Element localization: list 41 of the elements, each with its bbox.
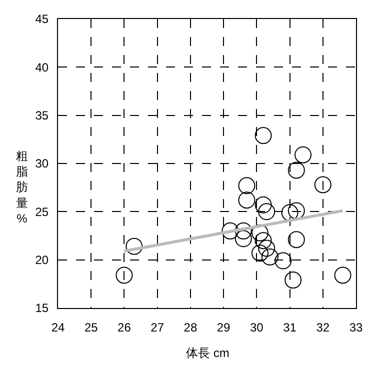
x-tick-label: 28: [184, 320, 198, 334]
point: [288, 231, 305, 248]
y-axis-title: 粗脂肪量%: [16, 149, 28, 226]
point: [254, 196, 272, 214]
point: [116, 266, 133, 284]
y-tick-label: 15: [35, 301, 49, 316]
point: [274, 252, 292, 270]
x-tick-label: 31: [283, 320, 297, 334]
point: [234, 230, 252, 248]
y-tick-label: 25: [35, 204, 49, 219]
point: [288, 162, 305, 179]
point: [254, 232, 272, 250]
point: [254, 127, 272, 144]
y-tick-label: 20: [35, 253, 49, 268]
point: [288, 202, 305, 220]
point: [314, 176, 332, 194]
x-tick-label: 29: [216, 320, 231, 334]
point: [234, 222, 252, 240]
x-tick-label: 30: [250, 320, 264, 334]
point: [334, 266, 352, 284]
x-tick-label: 27: [150, 320, 164, 334]
point: [238, 192, 256, 209]
point: [261, 248, 278, 266]
x-tick-label: 33: [349, 320, 363, 334]
point: [294, 146, 312, 164]
x-tick-label: 24: [51, 320, 65, 334]
point: [222, 222, 239, 240]
point: [251, 244, 268, 262]
point: [258, 203, 276, 220]
point: [126, 238, 143, 255]
x-axis-title: 体長 cm: [186, 346, 230, 360]
y-tick-label: 45: [35, 12, 49, 26]
point: [238, 177, 256, 194]
y-tick-label: 35: [35, 108, 49, 123]
x-tick-label: 26: [118, 320, 132, 334]
point: [284, 272, 302, 289]
y-tick-label: 30: [35, 156, 49, 171]
x-tick-label: 25: [84, 320, 98, 334]
point: [258, 240, 276, 257]
y-tick-label: 40: [35, 60, 49, 74]
x-tick-label: 32: [316, 320, 330, 334]
